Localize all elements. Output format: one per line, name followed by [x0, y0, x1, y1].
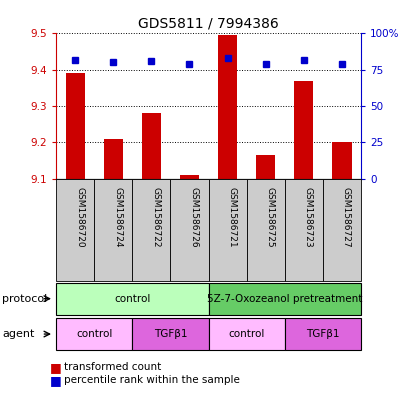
Bar: [142, 114, 161, 179]
Bar: [56, 283, 209, 314]
Bar: [256, 155, 275, 179]
Text: GSM1586727: GSM1586727: [342, 187, 351, 248]
Text: GSM1586726: GSM1586726: [190, 187, 198, 248]
Bar: [66, 73, 85, 179]
Bar: [247, 179, 285, 281]
Bar: [218, 35, 237, 179]
Bar: [104, 139, 123, 179]
Text: protocol: protocol: [2, 294, 47, 304]
Text: 5Z-7-Oxozeanol pretreatment: 5Z-7-Oxozeanol pretreatment: [207, 294, 362, 304]
Bar: [94, 179, 132, 281]
Bar: [132, 318, 209, 350]
Text: ■: ■: [50, 374, 61, 387]
Bar: [209, 283, 361, 314]
Text: GSM1586721: GSM1586721: [227, 187, 237, 248]
Bar: [56, 318, 132, 350]
Bar: [171, 179, 209, 281]
Bar: [332, 143, 352, 179]
Text: percentile rank within the sample: percentile rank within the sample: [64, 375, 240, 386]
Text: TGFβ1: TGFβ1: [306, 329, 339, 339]
Text: control: control: [76, 329, 112, 339]
Bar: [209, 179, 247, 281]
Text: GSM1586723: GSM1586723: [304, 187, 313, 248]
Bar: [209, 318, 285, 350]
Text: GSM1586725: GSM1586725: [266, 187, 275, 248]
Bar: [323, 179, 361, 281]
Bar: [285, 318, 361, 350]
Title: GDS5811 / 7994386: GDS5811 / 7994386: [138, 17, 279, 31]
Text: GSM1586720: GSM1586720: [75, 187, 84, 248]
Text: agent: agent: [2, 329, 34, 339]
Bar: [56, 179, 94, 281]
Bar: [180, 175, 199, 179]
Text: control: control: [114, 294, 151, 304]
Text: TGFβ1: TGFβ1: [154, 329, 187, 339]
Bar: [285, 179, 323, 281]
Text: GSM1586722: GSM1586722: [151, 187, 160, 248]
Text: GSM1586724: GSM1586724: [113, 187, 122, 248]
Bar: [132, 179, 171, 281]
Text: transformed count: transformed count: [64, 362, 161, 373]
Text: ■: ■: [50, 361, 61, 374]
Text: control: control: [229, 329, 265, 339]
Bar: [294, 81, 313, 179]
